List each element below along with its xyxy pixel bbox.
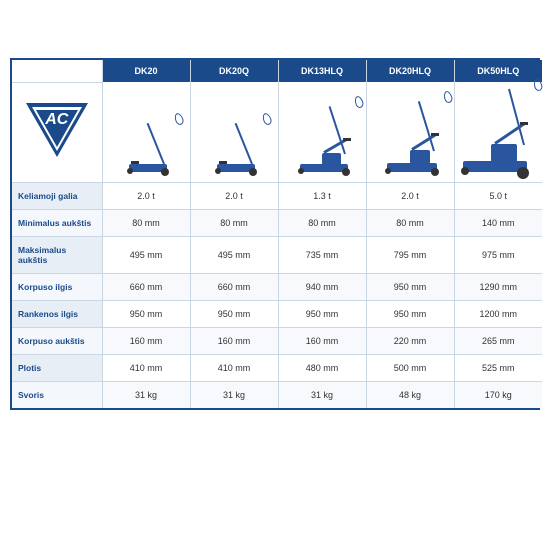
table-row: Maksimalus aukštis495 mm495 mm735 mm795 … bbox=[12, 237, 542, 274]
spec-value: 80 mm bbox=[278, 210, 366, 237]
header-corner bbox=[12, 60, 102, 82]
spec-value: 975 mm bbox=[454, 237, 542, 274]
jack-icon bbox=[369, 88, 452, 178]
jack-icon bbox=[281, 88, 364, 178]
spec-value: 950 mm bbox=[278, 301, 366, 328]
model-header: DK20Q bbox=[190, 60, 278, 82]
spec-value: 660 mm bbox=[102, 274, 190, 301]
spec-value: 140 mm bbox=[454, 210, 542, 237]
row-label: Plotis bbox=[12, 355, 102, 382]
spec-value: 80 mm bbox=[366, 210, 454, 237]
logo-text: AC bbox=[26, 111, 88, 129]
table-row: Keliamoji galia2.0 t2.0 t1.3 t2.0 t5.0 t bbox=[12, 183, 542, 210]
spec-value: 950 mm bbox=[190, 301, 278, 328]
table-row: Korpuso ilgis660 mm660 mm940 mm950 mm129… bbox=[12, 274, 542, 301]
spec-value: 2.0 t bbox=[102, 183, 190, 210]
row-label: Svoris bbox=[12, 382, 102, 409]
spec-value: 220 mm bbox=[366, 328, 454, 355]
spec-value: 950 mm bbox=[366, 274, 454, 301]
product-image-cell bbox=[102, 82, 190, 183]
spec-value: 31 kg bbox=[102, 382, 190, 409]
product-image-cell bbox=[366, 82, 454, 183]
row-label: Keliamoji galia bbox=[12, 183, 102, 210]
table-row: Minimalus aukštis80 mm80 mm80 mm80 mm140… bbox=[12, 210, 542, 237]
spec-value: 950 mm bbox=[102, 301, 190, 328]
spec-table-frame: DK20 DK20Q DK13HLQ DK20HLQ DK50HLQ AC Ke… bbox=[10, 58, 540, 410]
model-header: DK13HLQ bbox=[278, 60, 366, 82]
table-row: Korpuso aukštis160 mm160 mm160 mm220 mm2… bbox=[12, 328, 542, 355]
spec-value: 495 mm bbox=[102, 237, 190, 274]
spec-value: 525 mm bbox=[454, 355, 542, 382]
jack-icon bbox=[457, 88, 541, 178]
model-header: DK20HLQ bbox=[366, 60, 454, 82]
spec-value: 80 mm bbox=[102, 210, 190, 237]
spec-value: 160 mm bbox=[102, 328, 190, 355]
table-row: Rankenos ilgis950 mm950 mm950 mm950 mm12… bbox=[12, 301, 542, 328]
model-header: DK20 bbox=[102, 60, 190, 82]
spec-value: 1.3 t bbox=[278, 183, 366, 210]
spec-value: 495 mm bbox=[190, 237, 278, 274]
spec-value: 660 mm bbox=[190, 274, 278, 301]
row-label: Rankenos ilgis bbox=[12, 301, 102, 328]
spec-value: 1200 mm bbox=[454, 301, 542, 328]
spec-value: 31 kg bbox=[278, 382, 366, 409]
spec-value: 265 mm bbox=[454, 328, 542, 355]
table-row: Svoris31 kg31 kg31 kg48 kg170 kg bbox=[12, 382, 542, 409]
product-image-cell bbox=[454, 82, 542, 183]
spec-value: 5.0 t bbox=[454, 183, 542, 210]
spec-table: DK20 DK20Q DK13HLQ DK20HLQ DK50HLQ AC Ke… bbox=[12, 60, 542, 408]
spec-value: 410 mm bbox=[102, 355, 190, 382]
image-row: AC bbox=[12, 82, 542, 183]
spec-value: 1290 mm bbox=[454, 274, 542, 301]
spec-value: 940 mm bbox=[278, 274, 366, 301]
row-label: Korpuso ilgis bbox=[12, 274, 102, 301]
product-image-cell bbox=[190, 82, 278, 183]
spec-value: 160 mm bbox=[190, 328, 278, 355]
model-header: DK50HLQ bbox=[454, 60, 542, 82]
spec-value: 950 mm bbox=[366, 301, 454, 328]
spec-value: 2.0 t bbox=[366, 183, 454, 210]
jack-icon bbox=[105, 88, 188, 178]
logo-cell: AC bbox=[12, 82, 102, 183]
row-label: Minimalus aukštis bbox=[12, 210, 102, 237]
product-image-cell bbox=[278, 82, 366, 183]
spec-value: 170 kg bbox=[454, 382, 542, 409]
spec-value: 410 mm bbox=[190, 355, 278, 382]
table-row: Plotis410 mm410 mm480 mm500 mm525 mm bbox=[12, 355, 542, 382]
spec-value: 160 mm bbox=[278, 328, 366, 355]
spec-value: 500 mm bbox=[366, 355, 454, 382]
spec-value: 2.0 t bbox=[190, 183, 278, 210]
spec-value: 80 mm bbox=[190, 210, 278, 237]
spec-value: 48 kg bbox=[366, 382, 454, 409]
spec-value: 735 mm bbox=[278, 237, 366, 274]
jack-icon bbox=[193, 88, 276, 178]
header-row: DK20 DK20Q DK13HLQ DK20HLQ DK50HLQ bbox=[12, 60, 542, 82]
row-label: Korpuso aukštis bbox=[12, 328, 102, 355]
spec-value: 795 mm bbox=[366, 237, 454, 274]
spec-value: 31 kg bbox=[190, 382, 278, 409]
row-label: Maksimalus aukštis bbox=[12, 237, 102, 274]
ac-logo: AC bbox=[26, 103, 88, 157]
spec-value: 480 mm bbox=[278, 355, 366, 382]
